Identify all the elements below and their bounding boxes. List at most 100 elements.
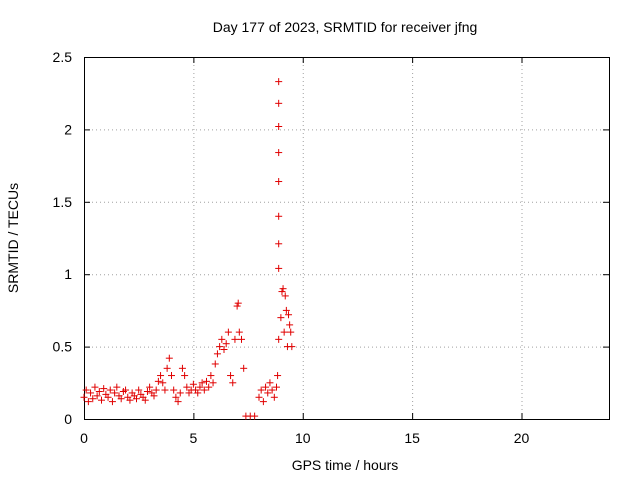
y-axis-label: SRMTID / TECUs — [5, 183, 21, 293]
data-point — [274, 372, 282, 380]
data-point — [238, 335, 245, 343]
y-tick-label: 0 — [64, 411, 72, 427]
x-tick-label: 5 — [189, 430, 197, 446]
x-tick-labels: 0 5 10 15 20 — [80, 430, 529, 446]
data-point — [84, 398, 92, 406]
y-tick-label: 2 — [64, 121, 72, 137]
data-point — [264, 389, 272, 397]
data-point — [159, 379, 167, 387]
data-point — [98, 396, 105, 404]
data-point — [227, 372, 235, 380]
chart-title: Day 177 of 2023, SRMTID for receiver jfn… — [213, 19, 478, 35]
data-point — [203, 377, 210, 385]
data-point — [154, 377, 162, 385]
data-point — [286, 321, 294, 329]
data-point — [281, 292, 289, 300]
data-point — [275, 78, 283, 86]
data-point — [288, 343, 296, 351]
y-tick-label: 1 — [64, 266, 72, 282]
data-point — [266, 379, 274, 387]
data-point — [122, 386, 130, 394]
grid — [84, 57, 609, 419]
data-point — [213, 350, 221, 358]
data-point — [146, 383, 154, 391]
data-points — [80, 78, 296, 420]
data-point — [106, 386, 114, 394]
data-point — [141, 396, 149, 404]
data-point — [165, 354, 173, 362]
data-point — [275, 240, 283, 248]
data-point — [161, 386, 169, 394]
data-point — [174, 398, 182, 406]
data-point — [133, 395, 140, 403]
y-tick-label: 1.5 — [53, 194, 73, 210]
data-point — [233, 302, 241, 310]
data-point — [113, 383, 121, 391]
data-point — [198, 379, 206, 387]
y-tick-labels: 0 0.5 1 1.5 2 2.5 — [53, 49, 73, 427]
data-point — [91, 383, 99, 391]
data-point — [205, 383, 213, 391]
data-point — [275, 264, 283, 272]
data-point — [194, 389, 202, 397]
data-point — [273, 383, 280, 391]
data-point — [200, 386, 208, 394]
data-point — [277, 314, 285, 322]
plot-frame — [84, 57, 610, 420]
data-point — [282, 306, 290, 314]
data-point — [222, 340, 230, 348]
y-tick-label: 0.5 — [53, 339, 73, 355]
data-point — [80, 393, 88, 401]
data-point — [275, 123, 283, 131]
data-point — [170, 386, 178, 394]
data-point — [87, 389, 95, 397]
data-point — [209, 379, 217, 387]
data-point — [279, 285, 287, 293]
data-point — [275, 335, 283, 343]
data-point — [172, 393, 180, 401]
data-point — [143, 387, 151, 395]
data-point — [268, 386, 276, 394]
data-point — [275, 99, 283, 107]
y-tick-label: 2.5 — [53, 49, 73, 65]
data-point — [104, 393, 112, 401]
data-point — [275, 149, 283, 157]
data-point — [89, 395, 97, 403]
data-point — [240, 364, 248, 372]
data-point — [93, 392, 101, 400]
data-point — [196, 383, 204, 391]
data-point — [229, 379, 237, 387]
data-point — [157, 372, 165, 380]
data-point — [257, 386, 265, 394]
data-point — [259, 398, 267, 406]
data-point — [150, 392, 158, 400]
data-point — [224, 328, 232, 336]
data-point — [126, 396, 134, 404]
x-axis-label: GPS time / hours — [292, 457, 399, 473]
data-point — [108, 398, 116, 406]
data-point — [285, 311, 293, 319]
data-point — [95, 387, 103, 395]
data-point — [287, 328, 295, 336]
x-tick-label: 0 — [80, 430, 88, 446]
data-point — [262, 383, 270, 391]
data-point — [280, 328, 288, 336]
data-point — [211, 360, 219, 368]
data-point — [178, 364, 186, 372]
data-point — [181, 372, 189, 380]
data-point — [111, 389, 119, 397]
x-tick-label: 20 — [514, 430, 530, 446]
data-point — [218, 335, 226, 343]
data-point — [270, 393, 278, 401]
data-point — [278, 288, 286, 296]
data-point — [275, 178, 283, 186]
data-point — [82, 386, 90, 394]
data-point — [163, 364, 171, 372]
data-point — [117, 395, 125, 403]
data-point — [235, 328, 243, 336]
x-tick-label: 15 — [404, 430, 420, 446]
data-point — [135, 386, 143, 394]
axis-ticks — [84, 57, 609, 420]
data-point — [183, 383, 191, 391]
